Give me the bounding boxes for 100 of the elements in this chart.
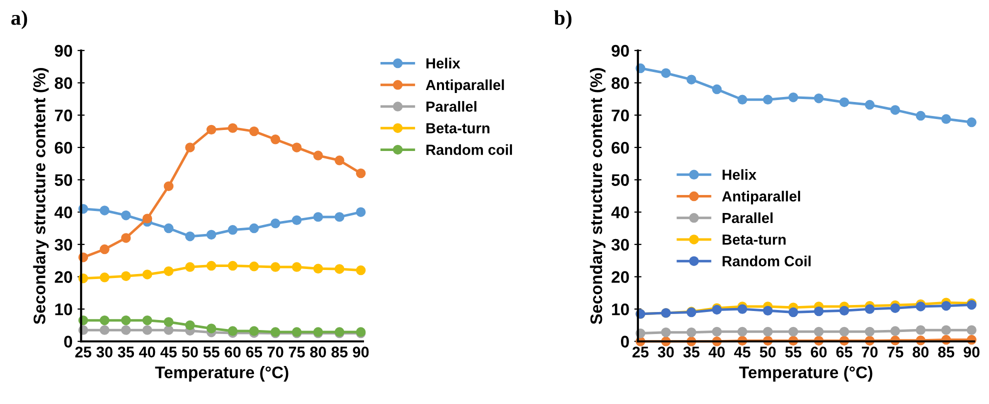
y-axis-title: Secondary structure content (%): [33, 68, 49, 324]
x-tick-label: 85: [938, 346, 954, 358]
point: [121, 325, 131, 335]
point: [762, 94, 773, 104]
point: [916, 325, 926, 335]
point: [100, 325, 110, 335]
x-tick-label: 25: [75, 346, 92, 358]
legend-label: Parallel: [426, 101, 476, 112]
legend-label: Beta-turn: [426, 123, 490, 134]
x-tick-label: 40: [708, 346, 725, 358]
point: [737, 94, 748, 104]
point: [686, 327, 696, 338]
x-tick-label: 35: [683, 346, 700, 358]
point: [100, 316, 110, 326]
point: [839, 306, 850, 316]
point: [890, 105, 900, 115]
legend-label: Parallel: [722, 212, 773, 224]
x-tick-label: 65: [246, 346, 262, 358]
point: [100, 244, 110, 254]
point: [313, 150, 323, 160]
x-tick-label: 70: [862, 346, 878, 358]
x-tick-label: 75: [887, 346, 904, 358]
y-tick-label: 10: [55, 303, 72, 316]
x-tick-label: 80: [912, 346, 929, 358]
point: [313, 264, 323, 274]
x-tick-label: 30: [658, 346, 674, 358]
x-tick-label: 55: [785, 346, 802, 358]
x-tick-label: 45: [160, 346, 177, 358]
point: [292, 142, 302, 152]
y-tick-label: 70: [54, 110, 72, 122]
y-tick-label: 30: [54, 238, 72, 251]
x-tick-label: 25: [632, 346, 649, 358]
point: [966, 325, 976, 335]
point: [356, 265, 366, 276]
x-tick-label: 90: [964, 346, 980, 358]
y-tick-label: 40: [611, 206, 629, 218]
point: [814, 93, 824, 104]
point: [164, 325, 174, 335]
point: [121, 316, 131, 326]
point: [839, 326, 850, 337]
point: [228, 225, 238, 235]
y-tick-label: 20: [54, 271, 72, 283]
point: [356, 168, 366, 178]
point: [661, 327, 671, 338]
point: [788, 326, 798, 337]
point: [864, 326, 875, 337]
point: [966, 117, 976, 128]
point: [121, 233, 131, 243]
y-tick-label: 10: [612, 303, 629, 316]
point: [142, 316, 152, 326]
x-tick-label: 85: [331, 346, 348, 358]
point: [142, 270, 152, 280]
x-tick-label: 75: [288, 346, 305, 358]
point: [292, 215, 302, 226]
point: [270, 218, 280, 228]
legend-label: Antiparallel: [722, 190, 800, 204]
point: [142, 325, 152, 335]
y-tick-label: 70: [612, 110, 629, 122]
point: [313, 212, 323, 222]
point: [185, 262, 195, 272]
x-tick-label: 70: [268, 346, 284, 358]
point: [737, 304, 748, 314]
point: [206, 324, 216, 334]
legend-label: Random Coil: [722, 256, 811, 266]
point: [356, 207, 366, 217]
point: [762, 306, 773, 316]
x-tick-label: 80: [310, 346, 326, 358]
x-tick-label: 60: [224, 346, 241, 358]
point: [121, 271, 131, 281]
y-tick-label: 90: [612, 44, 629, 57]
point: [100, 272, 110, 282]
x-tick-label: 40: [139, 346, 156, 358]
point: [334, 156, 344, 166]
y-tick-label: 60: [54, 142, 72, 154]
x-tick-label: 55: [203, 346, 220, 358]
point: [814, 326, 824, 337]
x-tick-label: 45: [734, 346, 750, 358]
point: [228, 123, 238, 133]
y-tick-label: 80: [612, 77, 629, 90]
chart-title: a): [11, 10, 28, 30]
y-tick-label: 30: [611, 238, 629, 251]
point: [941, 114, 952, 124]
point: [185, 142, 195, 152]
y-tick-label: 80: [54, 77, 72, 90]
y-tick-label: 0: [620, 336, 629, 348]
y-axis-title: Secondary structure content (%): [590, 68, 606, 324]
point: [100, 206, 110, 216]
point: [788, 92, 798, 102]
legend-label: Antiparallel: [426, 79, 504, 94]
point: [661, 68, 671, 78]
point: [712, 84, 722, 94]
point: [206, 260, 216, 271]
point: [864, 100, 875, 110]
point: [890, 326, 900, 336]
y-tick-label: 0: [64, 336, 72, 348]
x-tick-label: 60: [810, 346, 827, 358]
y-tick-label: 20: [612, 271, 629, 283]
point: [164, 181, 174, 192]
point: [762, 326, 773, 337]
point: [206, 230, 216, 240]
